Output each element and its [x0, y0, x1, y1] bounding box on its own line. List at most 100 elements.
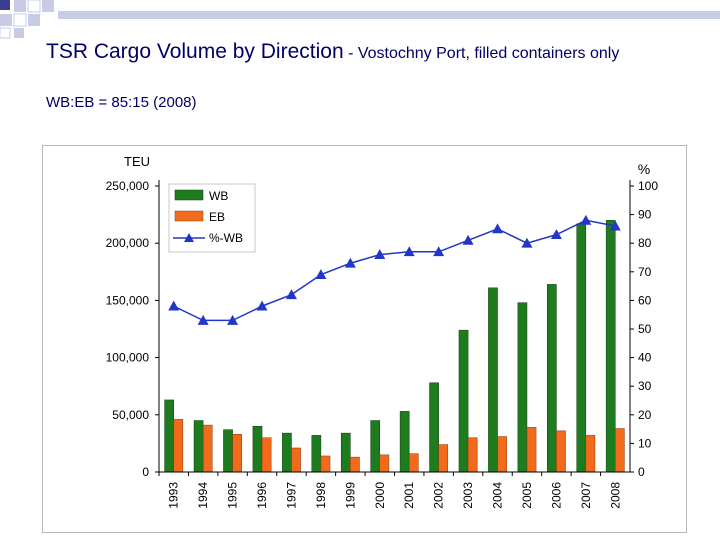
y2-tick-label: 10: [638, 436, 652, 450]
marker-pct-wb-2008: [609, 220, 621, 231]
bar-eb-1998: [320, 455, 331, 473]
chart-frame: TEU% 0 50,000 100,000 150,000 200,000 250,000 0…: [42, 145, 687, 533]
marker-pct-wb-2006: [550, 229, 562, 240]
y-tick-label: 100,000: [106, 351, 150, 365]
deco-square: [42, 0, 54, 12]
y2-tick-label: 60: [638, 293, 652, 307]
slide-title: TSR Cargo Volume by Direction - Vostochn…: [46, 40, 686, 65]
decorative-squares: [0, 0, 720, 39]
y-tick-label: 200,000: [106, 236, 150, 250]
x-tick-label: 1994: [196, 482, 210, 509]
y-tick-label: 250,000: [106, 179, 150, 193]
deco-square: [0, 0, 10, 10]
bar-wb-2002: [429, 382, 439, 473]
bar-wb-1996: [252, 425, 263, 473]
marker-pct-wb-1995: [227, 314, 239, 325]
bar-wb-1999: [340, 432, 351, 473]
title-main: TSR Cargo Volume by Direction: [46, 40, 344, 63]
marker-pct-wb-2003: [462, 234, 474, 245]
y-axis-title: TEU: [124, 154, 150, 169]
deco-bar: [58, 11, 720, 19]
marker-pct-wb-2005: [521, 237, 533, 248]
y2-tick-label: 30: [638, 379, 652, 393]
marker-pct-wb-2002: [433, 246, 445, 257]
deco-square: [0, 27, 11, 39]
bar-wb-1993: [164, 399, 174, 473]
bar-eb-2002: [438, 444, 449, 473]
x-tick-label: 2004: [491, 482, 505, 509]
bar-eb-2007: [585, 435, 596, 473]
x-tick-label: 2001: [402, 482, 416, 509]
y2-tick-label: 80: [638, 236, 652, 250]
x-tick-label: 2006: [549, 482, 563, 509]
x-tick-label: 2007: [579, 482, 593, 509]
x-tick-label: 2005: [520, 482, 534, 509]
marker-pct-wb-2000: [374, 249, 386, 260]
bar-eb-2003: [467, 437, 478, 473]
legend-marker-pct-wb: [184, 233, 194, 242]
bar-wb-1994: [193, 420, 204, 473]
bar-eb-2008: [615, 428, 625, 473]
bar-wb-1997: [282, 432, 292, 473]
legend-label-eb: EB: [209, 210, 225, 224]
marker-pct-wb-2007: [580, 214, 592, 225]
y-tick-label: 50,000: [112, 408, 149, 422]
y2-axis-title: %: [638, 161, 650, 177]
bar-eb-2000: [379, 454, 390, 473]
y2-tick-label: 40: [638, 351, 652, 365]
marker-pct-wb-1998: [315, 269, 327, 280]
bar-eb-2001: [408, 453, 419, 473]
x-tick-label: 2008: [608, 482, 622, 509]
deco-square: [27, 0, 41, 13]
legend-swatch-eb: [174, 210, 204, 222]
y-tick-label: 150,000: [106, 293, 150, 307]
bar-wb-2003: [458, 329, 469, 473]
bar-eb-2004: [497, 436, 507, 473]
bar-wb-2007: [576, 223, 587, 473]
marker-pct-wb-1997: [285, 289, 297, 300]
bar-eb-1994: [202, 424, 213, 473]
deco-square: [28, 14, 40, 26]
deco-square: [0, 14, 12, 26]
y2-tick-label: 100: [638, 179, 658, 193]
title-rest: - Vostochny Port, filled containers only: [343, 45, 620, 62]
bar-eb-1999: [350, 456, 360, 473]
line-pct-wb: [173, 219, 616, 322]
x-tick-label: 1993: [167, 482, 181, 509]
x-tick-label: 1996: [255, 482, 269, 509]
legend-label-pct-wb: %-WB: [209, 231, 243, 245]
marker-pct-wb-2001: [403, 246, 415, 257]
y2-tick-label: 0: [638, 465, 645, 479]
bar-wb-2005: [517, 302, 528, 473]
slide-subtitle: WB:EB = 85:15 (2008): [46, 94, 197, 111]
bar-eb-2005: [526, 427, 537, 473]
y2-tick-label: 90: [638, 208, 652, 222]
legend-swatch-wb: [174, 189, 204, 201]
bar-wb-1995: [223, 429, 233, 473]
x-tick-label: 1997: [284, 482, 298, 509]
deco-square: [13, 13, 27, 27]
bar-wb-2006: [547, 284, 557, 473]
bar-wb-1998: [311, 435, 322, 473]
x-tick-label: 1998: [314, 482, 328, 509]
legend-label-wb: WB: [209, 189, 228, 203]
chart: TEU % 0 50,000 100,000 150,000 200,000 250,000 0…: [106, 154, 659, 509]
marker-pct-wb-1993: [168, 300, 180, 311]
y2-tick-label: 50: [638, 322, 652, 336]
bar-eb-2006: [556, 430, 566, 473]
deco-square: [14, 28, 24, 38]
bar-eb-1993: [173, 419, 184, 473]
x-tick-label: 2000: [373, 482, 387, 509]
marker-pct-wb-2004: [492, 223, 504, 234]
y-tick-label: 0: [142, 465, 149, 479]
bar-wb-2008: [605, 220, 616, 473]
bar-wb-2000: [370, 420, 381, 473]
x-tick-label: 1995: [226, 482, 240, 509]
bar-wb-2004: [488, 287, 498, 473]
y2-tick-label: 70: [638, 265, 652, 279]
marker-pct-wb-1994: [197, 314, 209, 325]
x-tick-label: 2002: [432, 482, 446, 509]
x-tick-label: 2003: [461, 482, 475, 509]
y2-tick-label: 20: [638, 408, 652, 422]
bar-eb-1996: [261, 437, 272, 473]
